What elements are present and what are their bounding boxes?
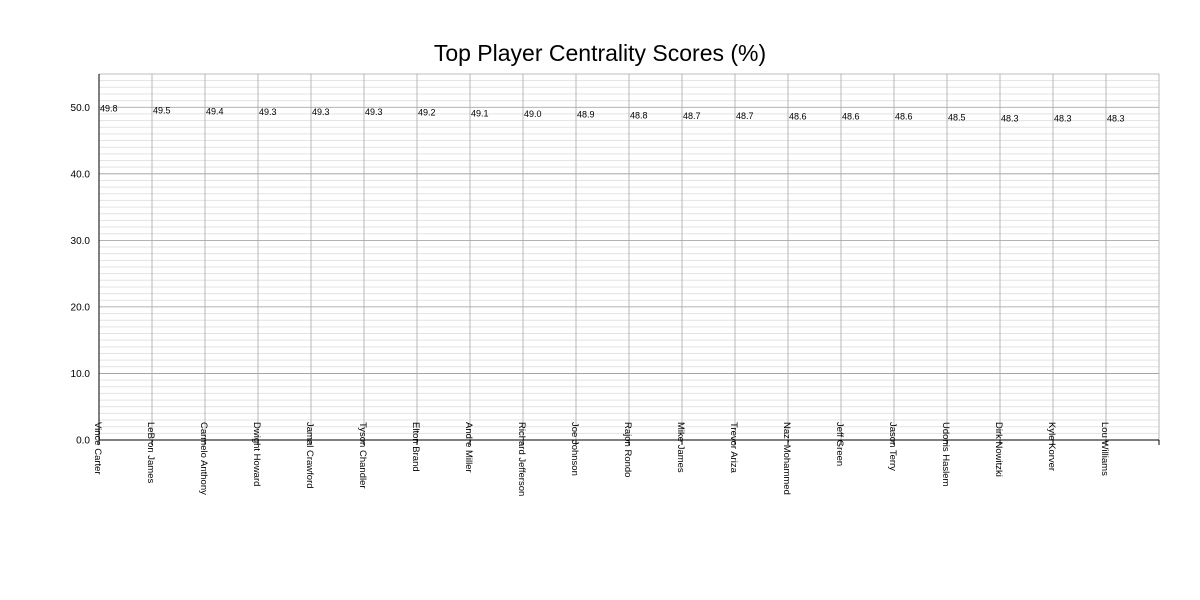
x-tick-label: Rajon Rondo — [622, 422, 633, 477]
data-label: 48.8 — [630, 110, 648, 120]
data-label: 49.3 — [259, 107, 277, 117]
y-tick-label: 40.0 — [71, 169, 91, 180]
data-label: 48.7 — [683, 111, 701, 121]
x-tick-label: Vince Carter — [92, 422, 103, 475]
x-tick-label: Udonis Haslem — [940, 422, 951, 486]
data-label: 49.1 — [471, 108, 489, 118]
data-label: 49.0 — [524, 109, 542, 119]
x-tick-label: Nazr Mohammed — [781, 422, 792, 495]
x-tick-label: Dirk Nowitzki — [993, 422, 1004, 477]
x-tick-label: Richard Jefferson — [516, 422, 527, 496]
x-tick-label: Kyle Korver — [1046, 422, 1057, 471]
x-tick-label: Tyson Chandler — [357, 422, 368, 489]
x-tick-label: Jamal Crawford — [304, 422, 315, 489]
x-tick-label: Mike James — [675, 422, 686, 473]
x-tick-label: Dwight Howard — [251, 422, 262, 486]
y-tick-label: 10.0 — [71, 369, 91, 380]
y-tick-label: 50.0 — [71, 103, 91, 114]
data-label: 48.5 — [948, 112, 966, 122]
x-tick-label: Elton Brand — [410, 422, 421, 472]
chart-title: Top Player Centrality Scores (%) — [433, 40, 767, 66]
x-tick-label: Trevor Ariza — [728, 422, 739, 474]
x-tick-label: Carmelo Anthony — [198, 422, 209, 495]
x-tick-label: Andre Miller — [463, 422, 474, 473]
data-label: 49.8 — [100, 104, 118, 114]
data-label: 49.4 — [206, 106, 224, 116]
data-label: 49.3 — [365, 107, 383, 117]
data-label: 48.6 — [789, 112, 807, 122]
x-tick-label: Jeff Green — [834, 422, 845, 466]
data-label: 48.6 — [842, 112, 860, 122]
data-label: 48.6 — [895, 112, 913, 122]
y-tick-label: 30.0 — [71, 236, 91, 247]
x-tick-label: Lou Williams — [1099, 422, 1110, 476]
data-label: 49.3 — [312, 107, 330, 117]
data-label: 49.5 — [153, 106, 171, 116]
x-tick-label: Jason Terry — [887, 422, 898, 471]
data-label: 48.7 — [736, 111, 754, 121]
major-gridlines — [98, 73, 1160, 440]
y-tick-label: 20.0 — [71, 302, 91, 313]
y-tick-label: 0.0 — [76, 436, 90, 447]
x-tick-label: Joe Johnson — [569, 422, 580, 476]
data-label: 48.9 — [577, 110, 595, 120]
data-label: 48.3 — [1107, 114, 1125, 124]
x-tick-labels: Vince Carter LeBron James Carmelo Anthony D… — [92, 422, 1110, 496]
data-label: 48.3 — [1001, 114, 1019, 124]
data-label: 49.2 — [418, 108, 436, 118]
x-tick-label: LeBron James — [145, 422, 156, 484]
y-tick-labels: 0.0 10.0 20.0 30.0 40.0 50.0 — [71, 103, 91, 447]
data-labels: 49.8 49.5 49.4 49.3 49.3 49.3 49.2 49.1 49.0 48.9… — [100, 104, 1125, 124]
axes — [98, 74, 1160, 445]
data-label: 48.3 — [1054, 114, 1072, 124]
